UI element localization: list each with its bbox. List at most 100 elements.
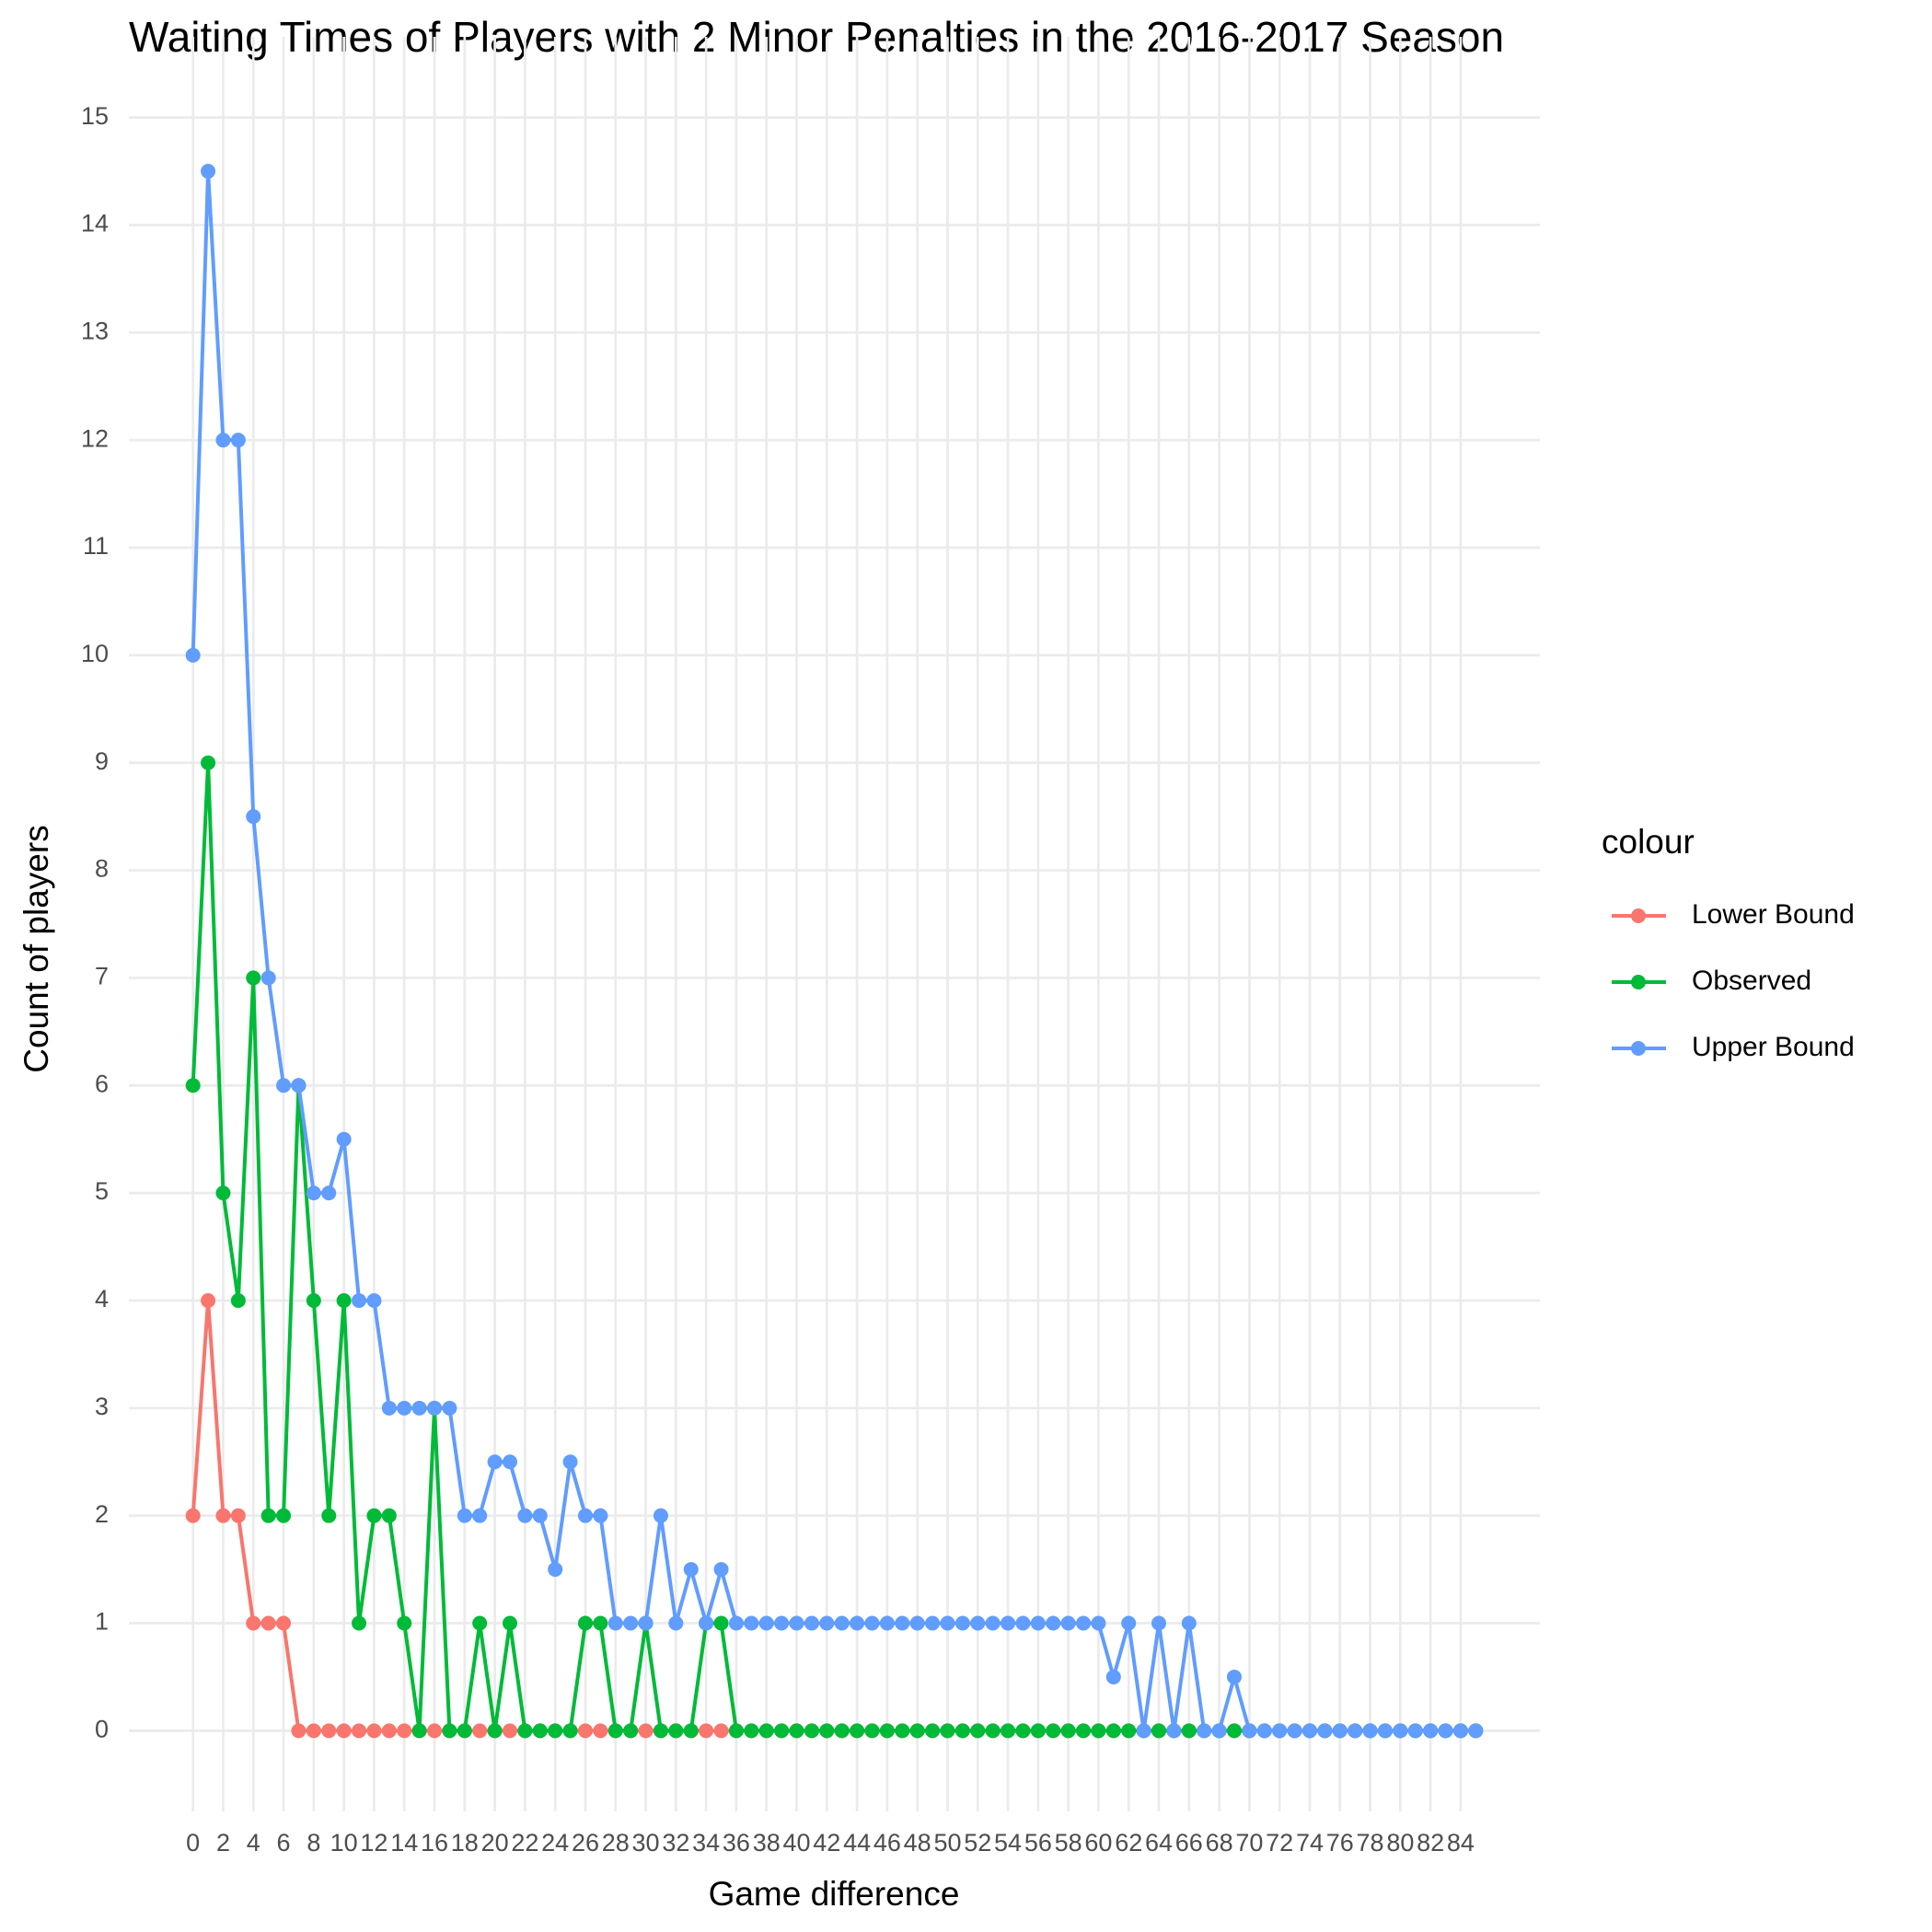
x-tick-label: 80 (1386, 1829, 1414, 1857)
data-point (548, 1723, 563, 1739)
data-point (1060, 1615, 1076, 1631)
data-point (517, 1723, 533, 1739)
data-point (864, 1615, 880, 1631)
x-tick-label: 64 (1145, 1829, 1173, 1857)
data-point (607, 1723, 623, 1739)
data-point (366, 1292, 382, 1308)
data-point (1030, 1723, 1046, 1739)
data-point (864, 1723, 880, 1739)
data-point (954, 1615, 970, 1631)
x-tick-label: 38 (753, 1829, 781, 1857)
data-point (472, 1723, 488, 1739)
data-point (623, 1615, 639, 1631)
data-point (472, 1508, 488, 1523)
data-point (593, 1723, 608, 1739)
x-tick-label: 6 (277, 1829, 291, 1857)
data-point (230, 433, 246, 448)
data-point (201, 755, 216, 770)
legend-label: Observed (1692, 966, 1811, 996)
data-point (397, 1723, 412, 1739)
data-point (577, 1615, 593, 1631)
data-point (1301, 1723, 1317, 1739)
data-point (397, 1615, 412, 1631)
data-point (1151, 1615, 1167, 1631)
x-tick-label: 8 (307, 1829, 320, 1857)
x-tick-label: 22 (511, 1829, 538, 1857)
data-point (1001, 1723, 1016, 1739)
y-axis-title: Count of players (17, 825, 55, 1072)
data-point (260, 970, 276, 986)
data-point (411, 1723, 427, 1739)
data-point (789, 1615, 804, 1631)
y-tick-label: 10 (81, 640, 109, 667)
x-tick-label: 72 (1266, 1829, 1293, 1857)
data-point (306, 1723, 321, 1739)
data-point (985, 1615, 1001, 1631)
data-point (668, 1615, 684, 1631)
series-line (191, 762, 1476, 1733)
data-point (201, 1292, 216, 1308)
data-point (1181, 1615, 1197, 1631)
data-point (246, 970, 261, 986)
data-point (276, 1078, 292, 1093)
data-point (758, 1615, 774, 1631)
data-point (321, 1186, 337, 1201)
x-tick-label: 54 (994, 1829, 1022, 1857)
y-tick-label: 2 (95, 1500, 109, 1528)
data-point (1015, 1723, 1031, 1739)
y-tick-label: 0 (95, 1715, 109, 1742)
data-point (1015, 1615, 1031, 1631)
data-point (638, 1615, 654, 1631)
x-tick-label: 12 (360, 1829, 388, 1857)
data-point (246, 809, 261, 825)
data-point (819, 1615, 835, 1631)
data-point (1046, 1615, 1061, 1631)
data-point (1197, 1723, 1212, 1739)
data-point (215, 433, 231, 448)
data-point (834, 1615, 850, 1631)
y-tick-label: 13 (81, 317, 109, 344)
x-tick-label: 26 (572, 1829, 599, 1857)
y-tick-label: 12 (81, 424, 109, 452)
y-tick-label: 9 (95, 747, 109, 775)
data-point (653, 1508, 668, 1523)
data-point (1166, 1723, 1182, 1739)
data-point (850, 1615, 865, 1631)
data-point (1317, 1723, 1333, 1739)
data-point (804, 1615, 819, 1631)
legend-key-point (1631, 908, 1646, 923)
x-tick-label: 36 (723, 1829, 750, 1857)
data-point (638, 1723, 654, 1739)
data-point (985, 1723, 1001, 1739)
data-point (744, 1615, 759, 1631)
y-tick-label: 14 (81, 210, 109, 237)
data-point (1452, 1723, 1468, 1739)
x-tick-label: 62 (1115, 1829, 1142, 1857)
data-point (713, 1562, 729, 1578)
x-tick-label: 40 (782, 1829, 810, 1857)
data-point (457, 1723, 472, 1739)
data-point (940, 1723, 955, 1739)
data-point (291, 1723, 307, 1739)
x-tick-label: 28 (602, 1829, 630, 1857)
x-tick-label: 30 (632, 1829, 660, 1857)
chart-title: Waiting Times of Players with 2 Minor Pe… (129, 13, 1504, 61)
x-tick-label: 56 (1024, 1829, 1052, 1857)
data-point (517, 1508, 533, 1523)
x-tick-label: 68 (1206, 1829, 1233, 1857)
data-point (1030, 1615, 1046, 1631)
data-point (457, 1508, 472, 1523)
data-point (1046, 1723, 1061, 1739)
data-point (925, 1615, 941, 1631)
data-point (366, 1508, 382, 1523)
x-tick-label: 16 (421, 1829, 448, 1857)
data-point (1226, 1669, 1242, 1684)
data-point (230, 1292, 246, 1308)
data-point (472, 1615, 488, 1631)
data-point (442, 1723, 457, 1739)
legend-label: Upper Bound (1692, 1032, 1855, 1062)
y-tick-label: 11 (83, 532, 109, 560)
data-point (1151, 1723, 1167, 1739)
data-point (487, 1723, 503, 1739)
data-point (1211, 1723, 1227, 1739)
